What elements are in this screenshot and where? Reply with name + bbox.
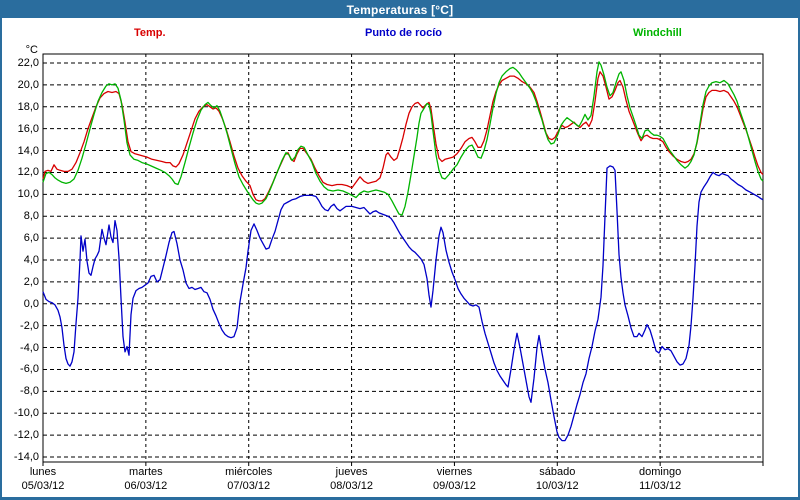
day-name: lunes <box>29 466 57 478</box>
day-date: 05/03/12 <box>21 480 65 492</box>
day-label: miércoles 07/03/12 <box>204 465 294 493</box>
day-label: martes 06/03/12 <box>101 465 191 493</box>
y-tick-label: -2,0 <box>20 319 39 332</box>
day-date: 10/03/12 <box>535 480 579 492</box>
y-tick-label: 10,0 <box>17 188 39 201</box>
y-tick-label: -10,0 <box>13 407 39 420</box>
day-label: viernes 09/03/12 <box>409 465 499 493</box>
day-date: 11/03/12 <box>639 480 682 492</box>
window-title: Temperaturas [°C] <box>346 3 454 17</box>
series-line-temp- <box>42 71 764 202</box>
y-tick-label: 20,0 <box>17 78 39 91</box>
day-name: domingo <box>639 466 682 478</box>
series-line-punto-de-roc-o <box>42 165 764 442</box>
day-label: jueves 08/03/12 <box>307 465 397 493</box>
day-date: 07/03/12 <box>227 480 271 492</box>
y-tick-label: -4,0 <box>20 341 39 354</box>
series-line-windchill <box>42 61 764 216</box>
y-tick-label: -8,0 <box>20 385 39 398</box>
y-tick-label: -12,0 <box>13 429 39 442</box>
y-tick-label: 2,0 <box>23 275 39 288</box>
y-tick-label: 0,0 <box>23 297 39 310</box>
day-date: 08/03/12 <box>330 480 373 492</box>
y-tick-label: 4,0 <box>23 254 39 266</box>
plot-border <box>42 53 764 463</box>
y-tick-label: 6,0 <box>23 232 39 245</box>
legend-dewpoint-label: Punto de rocío <box>365 27 442 39</box>
day-date: 06/03/12 <box>124 480 168 492</box>
legend-temp-label: Temp. <box>134 27 166 39</box>
day-label: sábado 10/03/12 <box>512 465 602 493</box>
legend-windchill-label: Windchill <box>633 27 682 39</box>
day-name: sábado <box>539 466 576 478</box>
day-name: viernes <box>436 466 473 478</box>
y-tick-label: 12,0 <box>17 166 39 179</box>
day-name: martes <box>129 466 163 478</box>
day-date: 09/03/12 <box>433 480 476 492</box>
y-tick-label: 8,0 <box>23 210 39 223</box>
y-tick-label: 14,0 <box>17 144 39 157</box>
y-tick-label: 16,0 <box>17 122 39 135</box>
y-tick-label: 18,0 <box>17 100 39 113</box>
y-axis-unit-label: °C <box>25 44 38 56</box>
y-tick-label: 22,0 <box>17 57 39 69</box>
day-name: miércoles <box>225 466 273 478</box>
y-tick-label: -6,0 <box>20 363 39 376</box>
day-label: lunes 05/03/12 <box>2 465 88 493</box>
y-tick-label: -14,0 <box>13 451 39 463</box>
day-label: domingo 11/03/12 <box>615 465 705 493</box>
day-name: jueves <box>335 466 368 478</box>
window-titlebar: Temperaturas [°C] <box>2 2 798 18</box>
